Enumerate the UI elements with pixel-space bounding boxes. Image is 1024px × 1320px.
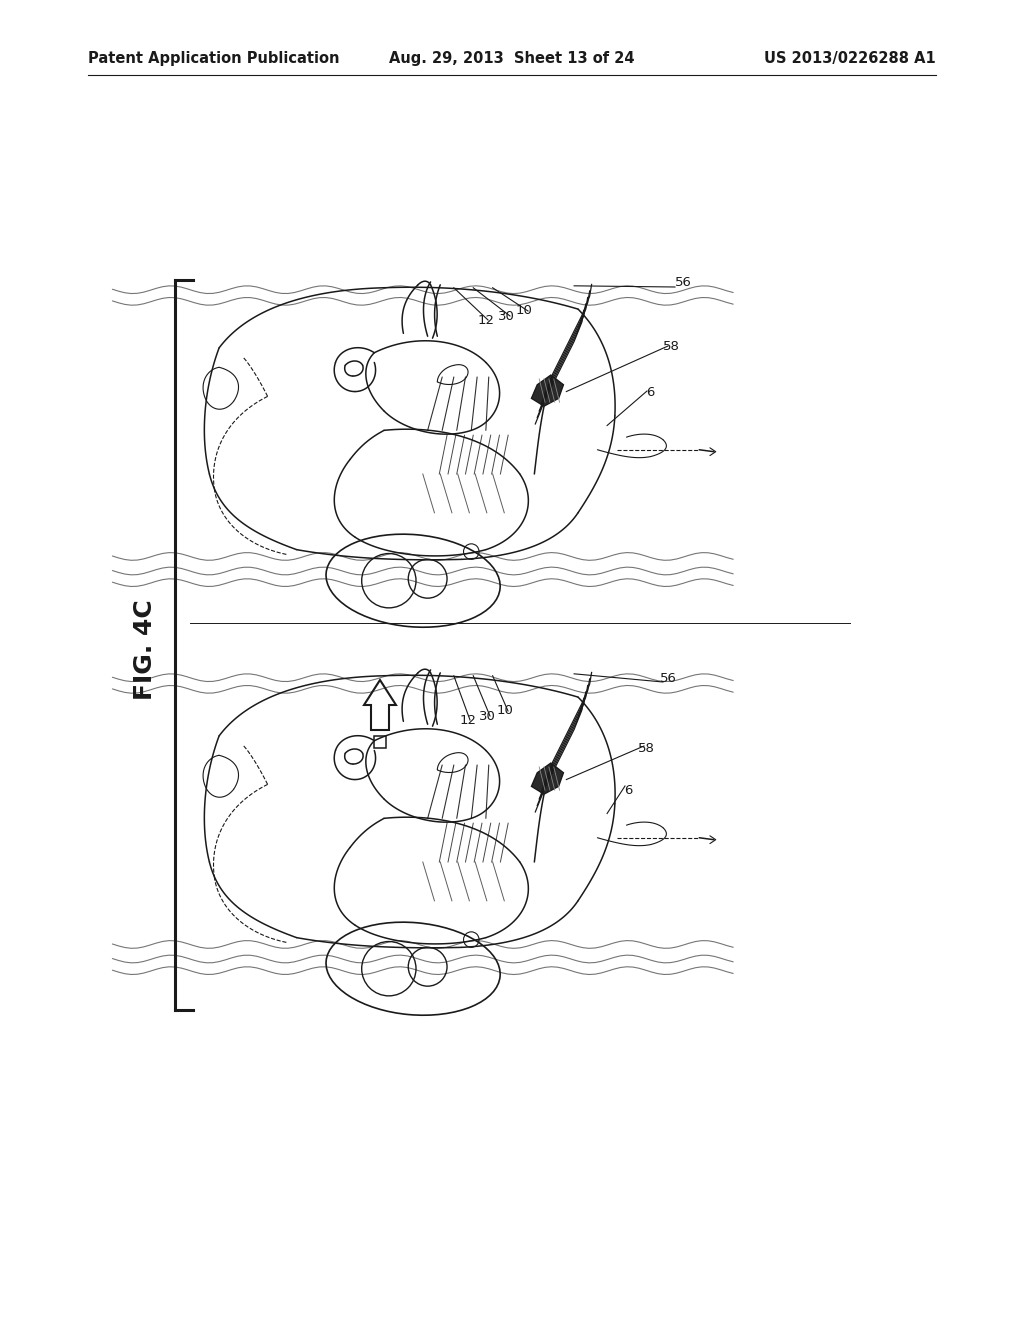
Text: 10: 10	[497, 705, 513, 718]
Text: 10: 10	[515, 304, 532, 317]
Text: 30: 30	[478, 710, 496, 722]
Text: 12: 12	[460, 714, 476, 727]
Text: 56: 56	[675, 276, 691, 289]
Polygon shape	[531, 763, 563, 795]
Text: 58: 58	[638, 742, 654, 755]
Text: Aug. 29, 2013  Sheet 13 of 24: Aug. 29, 2013 Sheet 13 of 24	[389, 50, 635, 66]
Polygon shape	[364, 680, 396, 730]
Bar	[374, 737, 386, 748]
Text: 6: 6	[624, 784, 632, 796]
Text: Patent Application Publication: Patent Application Publication	[88, 50, 340, 66]
Polygon shape	[531, 375, 563, 407]
Text: 6: 6	[646, 387, 654, 400]
Text: 30: 30	[498, 309, 514, 322]
Text: FIG. 4C: FIG. 4C	[133, 599, 157, 701]
Text: 12: 12	[477, 314, 495, 327]
Text: 56: 56	[659, 672, 677, 685]
Text: US 2013/0226288 A1: US 2013/0226288 A1	[764, 50, 936, 66]
Text: 58: 58	[663, 341, 680, 354]
